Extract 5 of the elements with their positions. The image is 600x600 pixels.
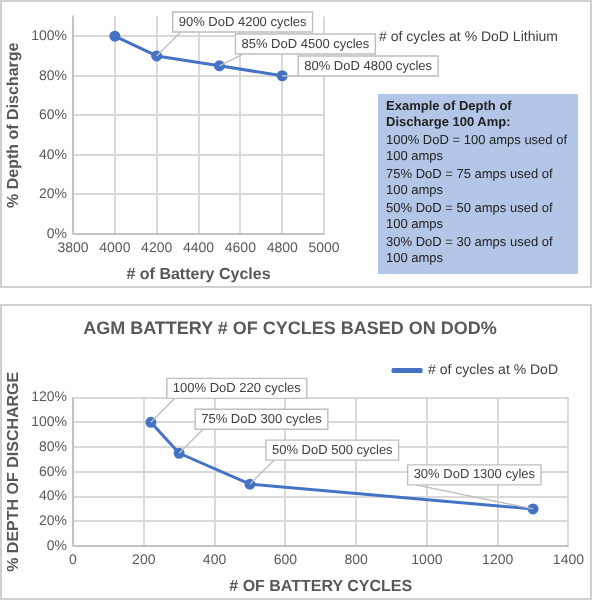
y-axis-title: % DEPTH OF DISCHARGE <box>4 370 23 572</box>
x-axis-title: # OF BATTERY CYCLES <box>229 576 414 595</box>
x-axis-title: # of Battery Cycles <box>126 264 272 283</box>
chart-title: AGM BATTERY # OF CYCLES BASED ON DOD% <box>83 317 497 338</box>
y-axis-title: % Depth of Discharge <box>4 41 23 208</box>
